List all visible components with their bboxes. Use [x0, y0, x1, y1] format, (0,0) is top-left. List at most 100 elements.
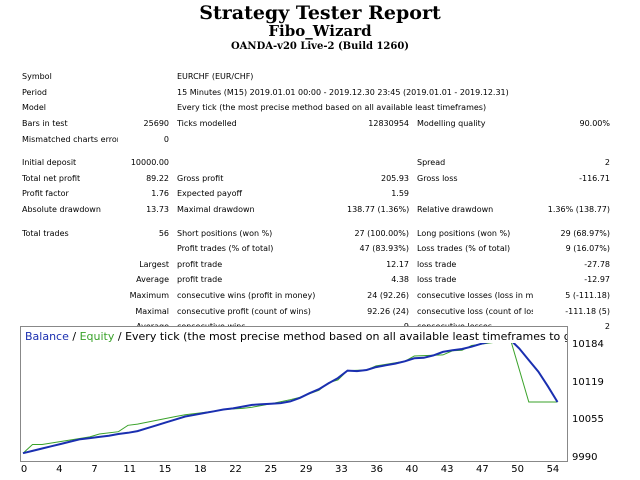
net-profit-value: 89.22: [146, 173, 169, 183]
avg-loss-label: loss trade: [417, 275, 457, 285]
model-value: Every tick (the most precise method base…: [177, 103, 487, 113]
legend-balance: Balance: [25, 330, 69, 343]
y-tick-label: 9990: [572, 452, 598, 463]
legend-separator: /: [68, 330, 80, 343]
x-tick-label: 15: [158, 464, 172, 475]
avg-loss-value: -12.97: [584, 275, 610, 285]
row-maximal: Maximal consecutive profit (count of win…: [18, 303, 614, 319]
x-tick-label: 25: [264, 464, 278, 475]
max-cons-loss-label: consecutive loss (count of losses): [417, 306, 533, 316]
net-profit-label: Total net profit: [22, 173, 81, 183]
row-bars: Bars in test 25690 Ticks modelled 128309…: [18, 116, 614, 132]
gross-loss-value: -116.71: [579, 173, 610, 183]
row-drawdown: Absolute drawdown 13.73 Maximal drawdown…: [18, 202, 614, 218]
max-cons-wins-value: 24 (92.26): [367, 291, 409, 301]
spread-value: 2: [604, 158, 610, 168]
x-tick-label: 29: [299, 464, 313, 475]
abs-drawdown-value: 13.73: [146, 205, 169, 215]
long-positions-value: 29 (68.97%): [560, 228, 610, 238]
max-cons-loss-value: -111.18 (5): [565, 306, 610, 316]
x-tick-label: 18: [193, 464, 207, 475]
report-table: Symbol EURCHF (EUR/CHF) Period 15 Minute…: [18, 69, 614, 335]
row-initial-deposit: Initial deposit 10000.00 Spread 2: [18, 155, 614, 171]
model-label: Model: [22, 103, 47, 113]
balance-chart: Balance / Equity / Every tick (the most …: [20, 326, 568, 462]
gross-profit-label: Gross profit: [177, 173, 224, 183]
x-tick-label: 36: [370, 464, 383, 475]
profit-trades-value: 47 (83.93%): [359, 244, 409, 254]
max-cons-losses-value: 5 (-111.18): [565, 291, 610, 301]
maximal-label: Maximal: [135, 306, 169, 316]
max-cons-wins-label: consecutive wins (profit in money): [177, 291, 316, 301]
spread-label: Spread: [417, 158, 446, 168]
x-tick-label: 33: [334, 464, 348, 475]
row-net-profit: Total net profit 89.22 Gross profit 205.…: [18, 171, 614, 187]
largest-label: Largest: [139, 259, 169, 269]
rel-drawdown-value: 1.36% (138.77): [547, 205, 610, 215]
y-tick-label: 10184: [572, 339, 604, 351]
report-title: Strategy Tester Report: [199, 2, 441, 24]
row-average: Average profit trade 4.38 loss trade -12…: [18, 272, 614, 288]
mismatch-value: 0: [163, 134, 169, 144]
max-cons-profit-label: consecutive profit (count of wins): [177, 306, 311, 316]
x-tick-label: 47: [476, 464, 489, 475]
row-model: Model Every tick (the most precise metho…: [18, 100, 614, 116]
profit-trades-label: Profit trades (% of total): [177, 244, 274, 254]
largest-loss-label: loss trade: [417, 259, 457, 269]
x-tick-label: 54: [546, 464, 560, 475]
symbol-label: Symbol: [22, 72, 52, 82]
loss-trades-value: 9 (16.07%): [565, 244, 610, 254]
profit-factor-label: Profit factor: [22, 189, 69, 199]
abs-drawdown-label: Absolute drawdown: [22, 205, 101, 215]
y-tick-label: 10119: [572, 376, 604, 388]
gross-loss-label: Gross loss: [417, 173, 458, 183]
max-drawdown-label: Maximal drawdown: [177, 205, 255, 215]
profit-factor-value: 1.76: [151, 189, 169, 199]
rel-drawdown-label: Relative drawdown: [417, 205, 494, 215]
bars-label: Bars in test: [22, 119, 68, 129]
row-maximum: Maximum consecutive wins (profit in mone…: [18, 288, 614, 304]
ticks-label: Ticks modelled: [177, 119, 237, 129]
quality-value: 90.00%: [579, 119, 610, 129]
row-symbol: Symbol EURCHF (EUR/CHF): [18, 69, 614, 85]
row-largest: Largest profit trade 12.17 loss trade -2…: [18, 257, 614, 273]
max-cons-losses-label: consecutive losses (loss in money): [417, 291, 533, 301]
total-trades-value: 56: [158, 228, 169, 238]
x-tick-label: 43: [440, 464, 454, 475]
initial-deposit-label: Initial deposit: [22, 158, 77, 168]
long-positions-label: Long positions (won %): [417, 228, 511, 238]
chart-legend: Balance / Equity / Every tick (the most …: [25, 330, 567, 343]
largest-profit-label: profit trade: [177, 259, 223, 269]
avg-profit-value: 4.38: [391, 275, 409, 285]
x-tick-label: 0: [20, 464, 28, 475]
avg-profit-label: profit trade: [177, 275, 223, 285]
server-build: OANDA-v20 Live-2 (Build 1260): [230, 41, 410, 52]
x-tick-label: 7: [91, 464, 98, 475]
max-cons-profit-value: 92.26 (24): [367, 306, 409, 316]
short-positions-value: 27 (100.00%): [354, 228, 409, 238]
maximum-label: Maximum: [129, 291, 169, 301]
row-profit-trades: Profit trades (% of total) 47 (83.93%) L…: [18, 241, 614, 257]
initial-deposit-value: 10000.00: [130, 158, 169, 168]
balance-line: [22, 336, 559, 455]
expert-name: Fibo_Wizard: [268, 22, 372, 40]
max-drawdown-value: 138.77 (1.36%): [347, 205, 410, 215]
gross-profit-value: 205.93: [381, 173, 409, 183]
legend-description: / Every tick (the most precise method ba…: [117, 330, 567, 343]
x-tick-label: 22: [229, 464, 242, 475]
x-tick-label: 50: [511, 464, 525, 475]
ticks-value: 12830954: [368, 119, 409, 129]
expected-payoff-value: 1.59: [391, 189, 409, 199]
short-positions-label: Short positions (won %): [177, 228, 273, 238]
loss-trades-label: Loss trades (% of total): [417, 244, 511, 254]
row-mismatch: Mismatched charts errors 0: [18, 131, 614, 147]
quality-label: Modelling quality: [417, 119, 486, 129]
symbol-value: EURCHF (EUR/CHF): [177, 72, 254, 82]
largest-loss-value: -27.78: [584, 259, 610, 269]
x-tick-label: 4: [56, 464, 63, 475]
row-profit-factor: Profit factor 1.76 Expected payoff 1.59: [18, 186, 614, 202]
largest-profit-value: 12.17: [386, 259, 409, 269]
total-trades-label: Total trades: [22, 228, 69, 238]
y-tick-label: 10055: [572, 414, 604, 426]
legend-equity: Equity: [79, 330, 115, 343]
